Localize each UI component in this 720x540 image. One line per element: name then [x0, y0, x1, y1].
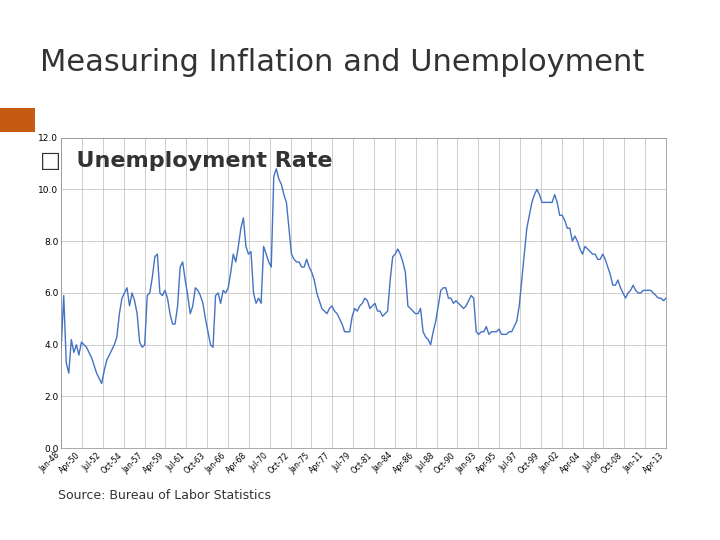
Text: Measuring Inflation and Unemployment: Measuring Inflation and Unemployment	[40, 48, 644, 77]
Bar	[0, 108, 35, 132]
Text: □  Unemployment Rate: □ Unemployment Rate	[40, 151, 332, 171]
Text: Source: Bureau of Labor Statistics: Source: Bureau of Labor Statistics	[58, 489, 271, 502]
